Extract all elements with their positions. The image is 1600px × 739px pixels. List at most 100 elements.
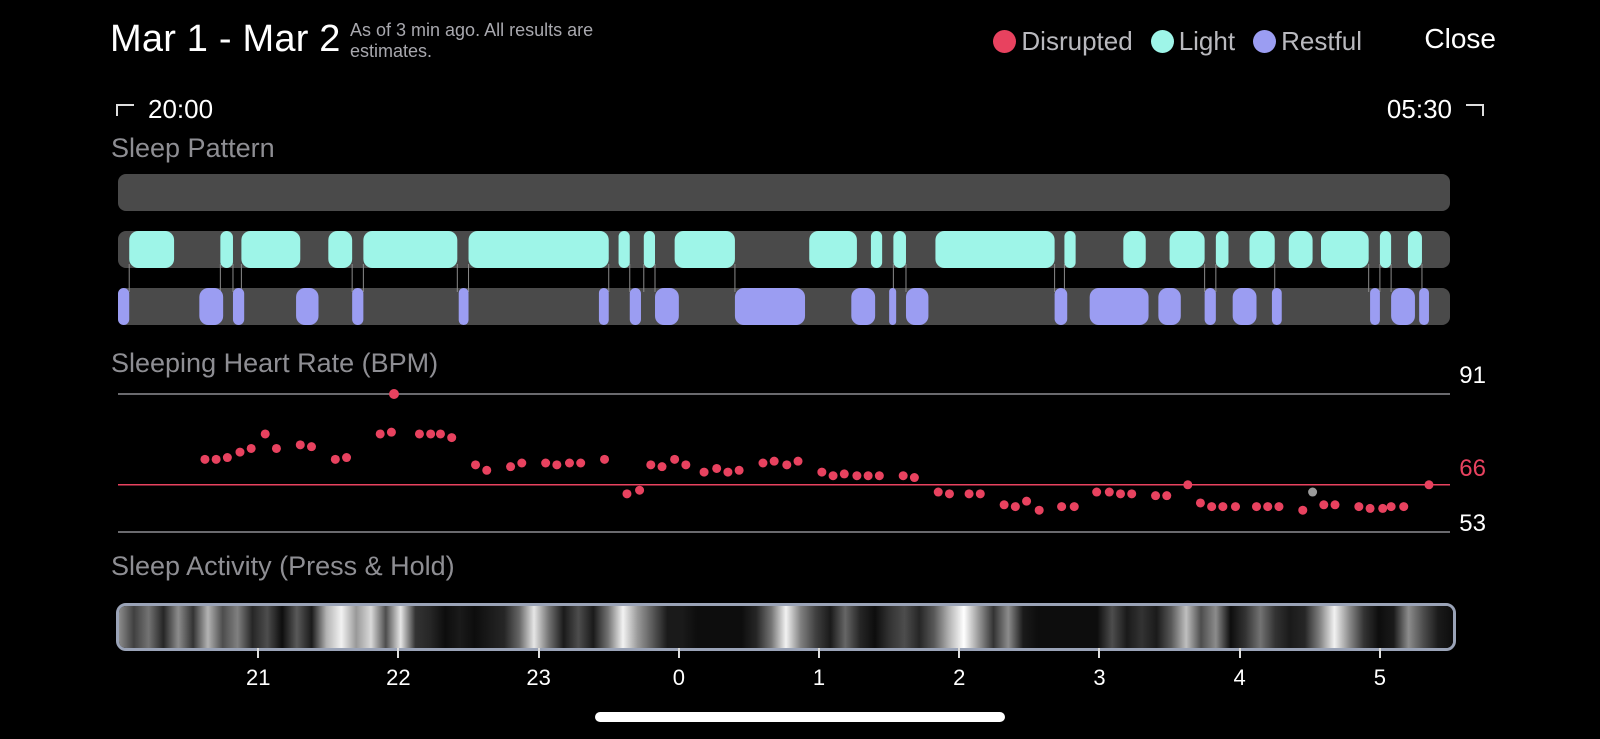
heart-rate-point [1116,489,1126,499]
heart-rate-point [1195,498,1205,508]
heart-rate-point [1218,502,1228,512]
heart-rate-point [1162,491,1172,501]
heart-rate-min: 53 [1459,510,1486,537]
axis-tick-21: 21 [245,665,271,690]
sleep-legend: Disrupted Light Restful [993,26,1362,57]
heart-rate-point [1274,502,1284,512]
axis-tick-mark [1238,648,1241,658]
restful-segment [296,288,319,325]
heart-rate-point [426,429,436,439]
restful-segment [889,288,897,325]
axis-tick-mark [818,648,821,658]
restful-segment [851,288,876,325]
restful-segment [232,288,245,325]
heart-rate-point [852,471,862,481]
close-button[interactable]: Close [1424,23,1496,54]
restful-segment [905,288,929,325]
heart-rate-point [999,500,1009,510]
heart-rate-point [506,462,516,472]
light-segment [363,231,458,268]
axis-tick-mark [1378,648,1381,658]
heart-rate-point [839,469,849,479]
restful-segment [1271,288,1282,325]
heart-rate-point [1330,500,1340,510]
light-segment [1379,231,1392,268]
heart-rate-point [699,467,709,477]
restful-segment [1158,288,1181,325]
restful-dot-icon [1253,30,1277,53]
sleep-pattern-chart[interactable] [0,0,1600,340]
light-segment [893,231,906,268]
heart-rate-point [622,489,632,499]
heart-rate-point [260,429,270,439]
restful-segment [734,288,806,325]
start-time-label: 20:00 [148,94,214,124]
heart-rate-point [758,458,768,468]
start-time: 20:00 [116,94,213,125]
heart-rate-point [222,453,232,463]
heart-rate-point [1263,502,1273,512]
heart-rate-point [1386,502,1396,512]
restful-segment [598,288,609,325]
light-segment [674,231,735,268]
pattern-track-disrupted [118,174,1450,211]
axis-tick-mark [257,648,260,658]
heart-rate-point [1424,480,1434,490]
restful-segment [1204,288,1216,325]
disrupted-dot-icon [993,30,1017,53]
heart-rate-point [828,471,838,481]
legend-light: Light [1150,26,1236,57]
restful-segment [629,288,641,325]
heart-rate-point [1399,502,1409,512]
heart-rate-point [863,471,873,481]
heart-rate-point [874,471,884,481]
heart-rate-point [1010,502,1020,512]
home-indicator[interactable] [595,712,1005,722]
heart-rate-point [447,433,457,443]
axis-tick-mark [958,648,961,658]
heart-rate-point [1069,502,1079,512]
sleep-activity-strip[interactable] [116,603,1456,651]
axis-tick-5: 5 [1373,665,1387,690]
light-segment [643,231,656,268]
restful-segment [1370,288,1380,325]
heart-rate-point [1252,502,1262,512]
heart-rate-point [712,463,722,473]
heart-rate-point [414,429,424,439]
heart-rate-point [306,442,316,452]
light-segment [468,231,609,268]
restful-segment [1232,288,1257,325]
axis-tick-22: 22 [386,665,411,690]
sleep-activity-heatmap [119,606,1453,648]
light-segment [870,231,883,268]
end-bracket-icon [1466,103,1484,116]
heart-rate-point [1151,491,1161,501]
light-segment [1288,231,1313,268]
axis-tick-mark [1098,648,1101,658]
heart-rate-point [564,458,574,468]
heart-rate-point [342,453,352,463]
axis-tick-mark [537,648,540,658]
heart-rate-point [944,489,954,499]
heart-rate-point [933,487,943,497]
light-dot-icon [1150,30,1174,53]
legend-light-label: Light [1178,26,1236,56]
heart-rate-point [1378,503,1388,513]
heart-rate-point [723,467,733,477]
heart-rate-point [600,454,610,464]
axis-tick-mark [677,648,680,658]
heart-rate-point [909,473,919,483]
heart-rate-chart [118,389,1450,533]
axis-tick-2: 2 [953,665,966,690]
axis-tick-4: 4 [1233,665,1246,690]
heart-rate-point [975,489,985,499]
heart-rate-point [1022,496,1032,506]
heart-rate-point [375,429,385,439]
restful-segment [352,288,364,325]
heart-rate-point [1207,502,1217,512]
heart-rate-point [657,462,667,472]
axis-tick-3: 3 [1093,665,1106,690]
heart-rate-point [482,465,492,475]
heart-rate-point [1365,503,1375,513]
heart-rate-point [1092,487,1102,497]
